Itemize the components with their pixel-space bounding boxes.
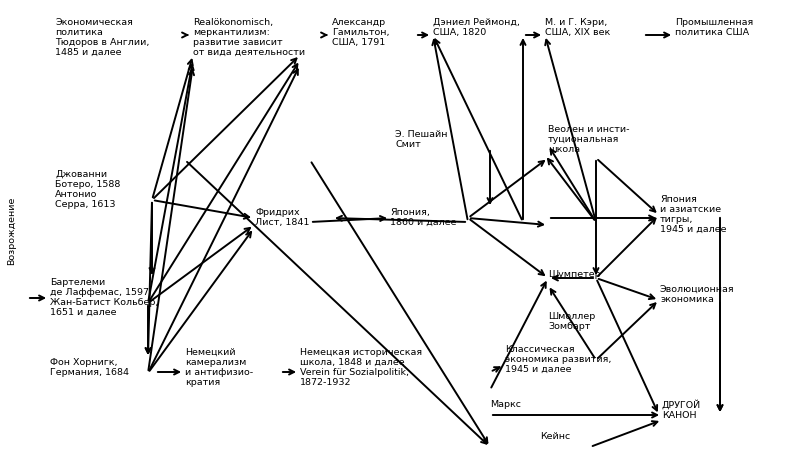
Text: Шумпетер: Шумпетер	[548, 270, 600, 279]
Text: Realökonomisch,
меркантилизм:
развитие зависит
от вида деятельности: Realökonomisch, меркантилизм: развитие з…	[193, 18, 305, 57]
Text: Возрождение: Возрождение	[7, 197, 17, 265]
Text: Фон Хорнигк,
Германия, 1684: Фон Хорнигк, Германия, 1684	[50, 358, 129, 377]
Text: Немецкая историческая
школа, 1848 и далее
Verein für Sozialpolitik,
1872-1932: Немецкая историческая школа, 1848 и дале…	[300, 348, 422, 387]
Text: Джованни
Ботеро, 1588
Антонио
Серра, 1613: Джованни Ботеро, 1588 Антонио Серра, 161…	[55, 170, 120, 209]
Text: Экономическая
политика
Тюдоров в Англии,
1485 и далее: Экономическая политика Тюдоров в Англии,…	[55, 18, 149, 57]
Text: Веолен и инсти-
туциональная
школа: Веолен и инсти- туциональная школа	[548, 125, 630, 154]
Text: Шмоллер
Зомбарт: Шмоллер Зомбарт	[548, 312, 595, 331]
Text: Александр
Гамильтон,
США, 1791: Александр Гамильтон, США, 1791	[332, 18, 389, 47]
Text: Япония
и азиатские
тигры,
1945 и далее: Япония и азиатские тигры, 1945 и далее	[660, 195, 727, 234]
Text: Маркс: Маркс	[490, 400, 521, 409]
Text: Бартелеми
де Лаффемас, 1597
Жан-Батист Кольбер,
1651 и далее: Бартелеми де Лаффемас, 1597 Жан-Батист К…	[50, 278, 158, 317]
Text: Эволюционная
экономика: Эволюционная экономика	[660, 285, 735, 304]
Text: Дэниел Реймонд,
США, 1820: Дэниел Реймонд, США, 1820	[433, 18, 520, 37]
Text: Фридрих
Лист, 1841: Фридрих Лист, 1841	[255, 208, 310, 227]
Text: Кейнс: Кейнс	[540, 432, 570, 441]
Text: Классическая
экономика развития,
1945 и далее: Классическая экономика развития, 1945 и …	[505, 345, 611, 374]
Text: М. и Г. Кэри,
США, XIX век: М. и Г. Кэри, США, XIX век	[545, 18, 610, 37]
Text: Промышленная
политика США: Промышленная политика США	[675, 18, 753, 37]
Text: Немецкий
камерализм
и антифизио-
кратия: Немецкий камерализм и антифизио- кратия	[185, 348, 253, 387]
Text: Япония,
1860 и далее: Япония, 1860 и далее	[390, 208, 457, 227]
Text: Э. Пешайн
Смит: Э. Пешайн Смит	[395, 130, 447, 149]
Text: ДРУГОЙ
КАНОН: ДРУГОЙ КАНОН	[662, 400, 702, 420]
